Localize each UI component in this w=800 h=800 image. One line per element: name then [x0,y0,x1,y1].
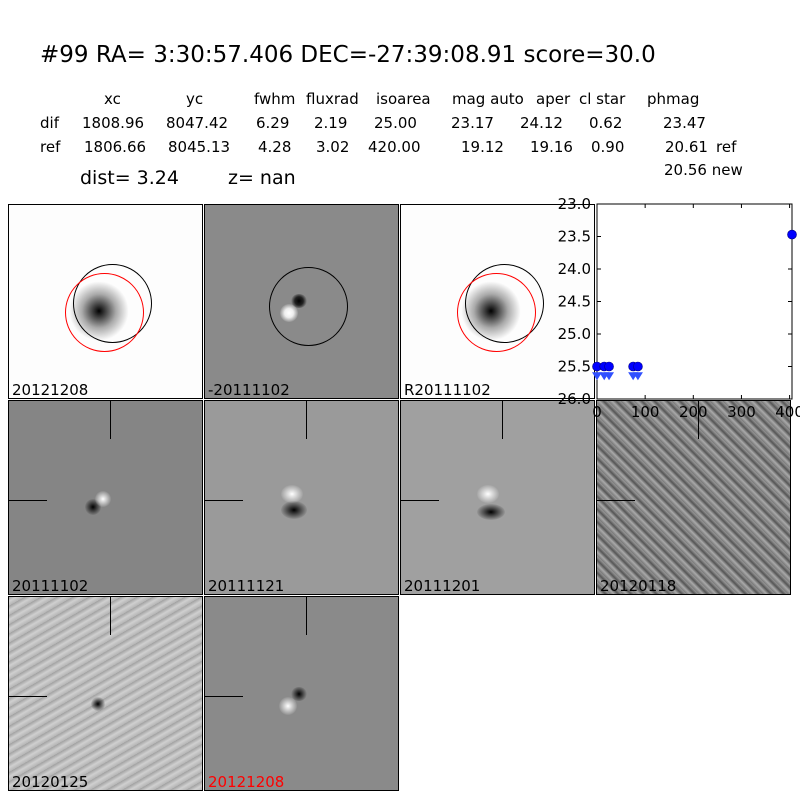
z-value: z= nan [228,167,296,189]
lightcurve-chart: 0 100 200 300 400 23.0 23.5 24.0 24.5 25.0 25.5 26.… [558,195,800,420]
image-panel-new: 20121208 [8,204,203,399]
x-tick-label: 300 [727,403,756,420]
table-cell: 24.12 [520,114,563,132]
source-dark [91,697,105,711]
table-cell: 4.28 [258,138,292,156]
crosshair-v [306,597,307,635]
column-header: cl star [579,90,626,108]
data-point [604,361,614,372]
y-tick-label: 24.0 [558,260,591,278]
aperture-circle-black [269,267,348,346]
dipole-bright [281,485,303,503]
table-cell: 420.00 [368,138,421,156]
crosshair-v [110,401,111,439]
column-header: fwhm [254,90,296,108]
table-cell: 23.47 [663,114,706,132]
table-cell: 0.62 [589,114,623,132]
panel-label: -20111102 [208,381,290,399]
table-cell: 0.90 [591,138,625,156]
image-panel-epoch: 20111102 [8,400,203,595]
x-tick-label: 100 [631,403,660,420]
panel-label: 20121208 [12,381,89,399]
crosshair-v [502,401,503,439]
x-tick-label: 400 [775,403,800,420]
crosshair-h [401,500,439,501]
dipole-dark [477,504,505,520]
plot-area [596,203,793,400]
table-cell: 3.02 [316,138,350,156]
crosshair-v [698,401,699,439]
row-label: dif [40,114,59,132]
upper-limit-marker [604,372,615,381]
panel-label: 20111201 [404,577,481,595]
table-cell: 2.19 [314,114,348,132]
table-cell: 19.12 [461,138,504,156]
upper-limit-marker [632,372,643,381]
table-cell: 6.29 [256,114,290,132]
upper-limit-marker [592,372,602,381]
panel-label: 20120118 [600,577,677,595]
panel-label: R20111102 [404,381,491,399]
dipole-bright [95,491,111,507]
crosshair-h [205,500,243,501]
aperture-circle-red [65,273,144,352]
table-cell: 20.61 [665,138,708,156]
dipole-dark [291,687,307,701]
data-point [787,229,797,240]
row-label: ref [40,138,61,156]
table-cell: 8047.42 [166,114,229,132]
crosshair-h [9,500,47,501]
y-tick-label: 26.0 [558,390,591,408]
panel-label: 20111102 [12,577,89,595]
column-header: yc [186,90,204,108]
crosshair-v [110,597,111,635]
dist-value: dist= 3.24 [80,167,179,189]
table-cell: 8045.13 [168,138,231,156]
page-title: #99 RA= 3:30:57.406 DEC=-27:39:08.91 sco… [40,42,656,68]
column-header: aper [536,90,571,108]
column-header: phmag [647,90,700,108]
column-header: mag auto [452,90,524,108]
image-panel-diff: -20111102 [204,204,399,399]
image-panel-diff-current: 20121208 [204,596,399,791]
dipole-bright [477,485,499,503]
phmag-new: 20.56 new [664,161,743,179]
y-tick-label: 25.5 [558,358,591,376]
data-point [633,361,643,372]
y-tick-label: 23.0 [558,195,591,213]
y-tick-label: 24.5 [558,293,591,311]
dipole-dark [281,501,307,519]
x-tick-label: 0 [592,403,602,420]
table-cell: 23.17 [451,114,494,132]
column-header: xc [104,90,121,108]
panel-label: 20120125 [12,773,89,791]
image-panel-epoch: 20120125 [8,596,203,791]
panel-label: 20111121 [208,577,285,595]
table-cell: 25.00 [374,114,417,132]
panel-label: 20121208 [208,773,285,791]
crosshair-h [597,500,635,501]
table-cell: 1806.66 [84,138,147,156]
dipole-bright [279,697,297,715]
image-panel-epoch: 20120118 [596,400,791,595]
column-header: isoarea [376,90,431,108]
y-tick-label: 25.0 [558,325,591,343]
image-panel-epoch: 20111121 [204,400,399,595]
crosshair-h [9,696,47,697]
row-suffix: ref [716,138,737,156]
image-panel-ref: R20111102 [400,204,595,399]
crosshair-h [205,696,243,697]
column-header: fluxrad [306,90,359,108]
y-tick-label: 23.5 [558,228,591,246]
x-tick-label: 200 [679,403,708,420]
image-panel-epoch: 20111201 [400,400,595,595]
crosshair-v [306,401,307,439]
table-cell: 19.16 [530,138,573,156]
aperture-circle-red [457,273,536,352]
table-cell: 1808.96 [82,114,145,132]
